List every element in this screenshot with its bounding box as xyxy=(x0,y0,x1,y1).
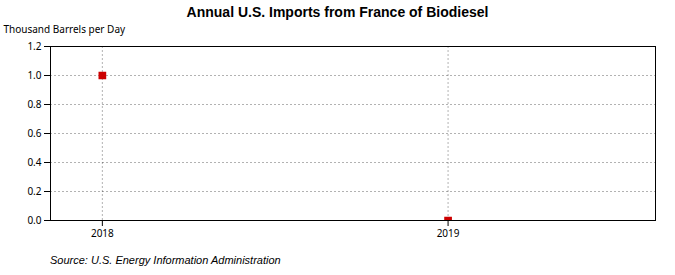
svg-text:1.2: 1.2 xyxy=(27,39,41,53)
html-text:Source: U.S. Energy Informatio: Source: U.S. Energy Information Administ… xyxy=(50,254,281,266)
svg-text:0.8: 0.8 xyxy=(27,97,41,111)
svg-text:2019: 2019 xyxy=(437,226,460,240)
svg-text:0.0: 0.0 xyxy=(27,213,41,227)
svg-text:Thousand Barrels per Day: Thousand Barrels per Day xyxy=(4,22,127,36)
svg-text:1.0: 1.0 xyxy=(27,68,41,82)
svg-text:0.6: 0.6 xyxy=(27,126,41,140)
svg-text:0.2: 0.2 xyxy=(27,184,41,198)
svg-text:0.4: 0.4 xyxy=(27,155,41,169)
html-text:Annual U.S. Imports from Franc: Annual U.S. Imports from France of Biodi… xyxy=(186,4,489,20)
svg-text:2018: 2018 xyxy=(91,226,114,240)
